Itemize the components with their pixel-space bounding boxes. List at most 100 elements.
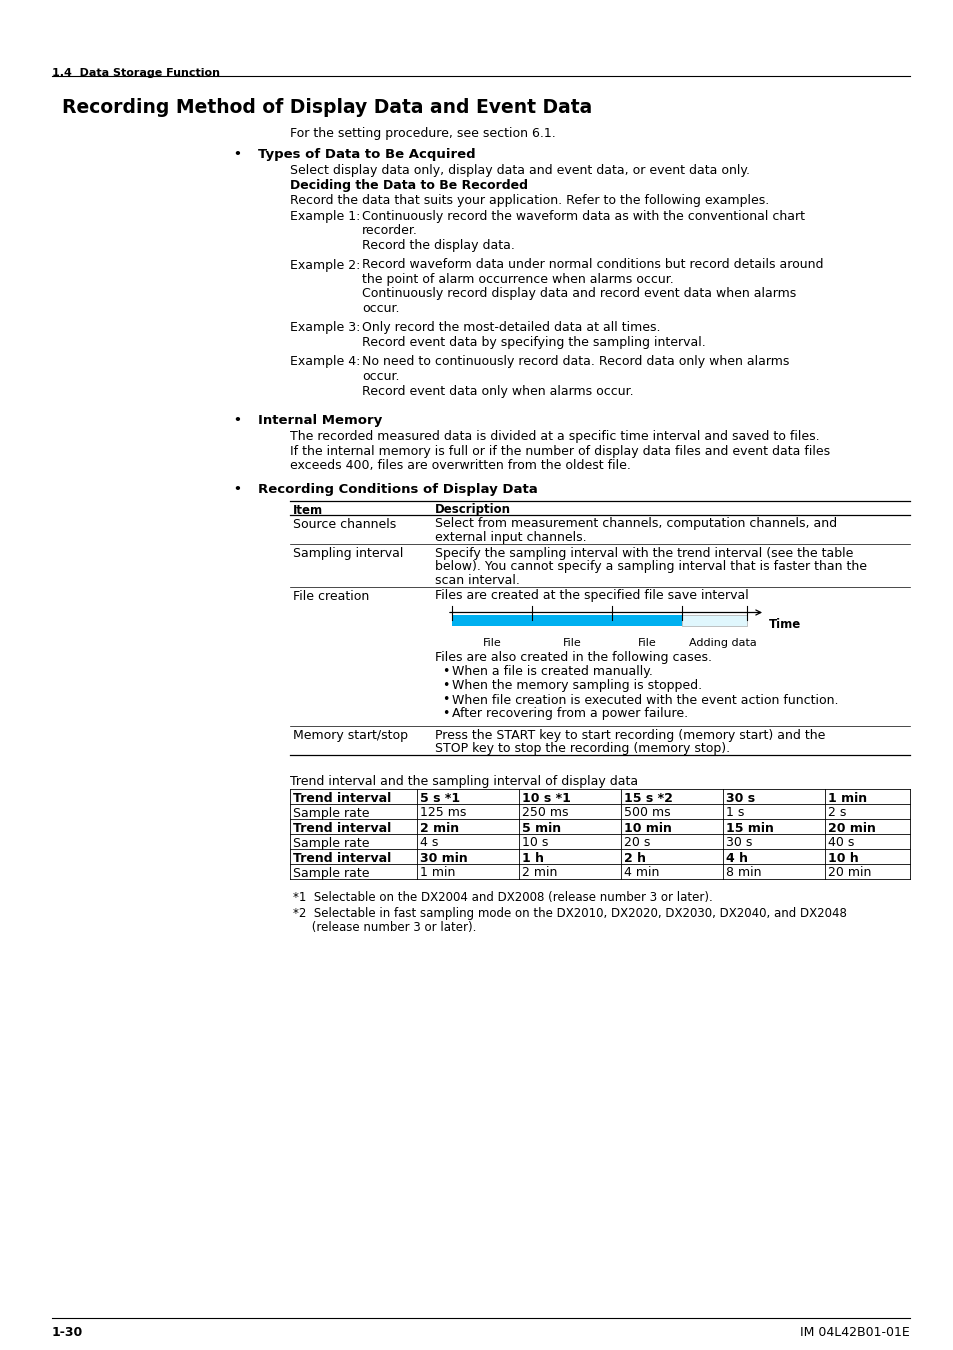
Text: Only record the most-detailed data at all times.: Only record the most-detailed data at al… xyxy=(361,321,659,335)
Text: •: • xyxy=(441,666,449,679)
Text: Specify the sampling interval with the trend interval (see the table: Specify the sampling interval with the t… xyxy=(435,547,853,559)
Text: Continuously record the waveform data as with the conventional chart: Continuously record the waveform data as… xyxy=(361,211,804,223)
Text: Recording Method of Display Data and Event Data: Recording Method of Display Data and Eve… xyxy=(62,99,592,117)
Text: 1.4  Data Storage Function: 1.4 Data Storage Function xyxy=(52,68,220,78)
Text: For the setting procedure, see section 6.1.: For the setting procedure, see section 6… xyxy=(290,127,556,140)
Text: 1 min: 1 min xyxy=(827,791,866,805)
Text: Example 1:: Example 1: xyxy=(290,211,368,223)
Text: 10 h: 10 h xyxy=(827,852,858,864)
Text: 20 min: 20 min xyxy=(827,822,875,834)
Text: 30 s: 30 s xyxy=(725,791,755,805)
Text: •: • xyxy=(441,707,449,721)
Text: 5 min: 5 min xyxy=(521,822,560,834)
Text: Sample rate: Sample rate xyxy=(293,837,369,849)
Text: 1 h: 1 h xyxy=(521,852,543,864)
Text: No need to continuously record data. Record data only when alarms: No need to continuously record data. Rec… xyxy=(361,355,788,369)
Text: File: File xyxy=(637,637,656,648)
Text: Item: Item xyxy=(293,504,323,517)
Text: Deciding the Data to Be Recorded: Deciding the Data to Be Recorded xyxy=(290,180,527,192)
Text: Sample rate: Sample rate xyxy=(293,806,369,819)
Text: 2 h: 2 h xyxy=(623,852,645,864)
Text: 8 min: 8 min xyxy=(725,867,760,879)
Text: Source channels: Source channels xyxy=(293,517,395,531)
Text: 500 ms: 500 ms xyxy=(623,806,670,819)
Text: Files are created at the specified file save interval: Files are created at the specified file … xyxy=(435,590,748,602)
Text: Record event data only when alarms occur.: Record event data only when alarms occur… xyxy=(361,385,633,397)
Text: Example 4:: Example 4: xyxy=(290,355,368,369)
Text: When file creation is executed with the event action function.: When file creation is executed with the … xyxy=(452,694,838,706)
Text: occur.: occur. xyxy=(361,302,399,315)
Text: File: File xyxy=(562,637,580,648)
Text: Trend interval: Trend interval xyxy=(293,852,391,864)
Text: 250 ms: 250 ms xyxy=(521,806,568,819)
Text: 30 s: 30 s xyxy=(725,837,752,849)
Text: 40 s: 40 s xyxy=(827,837,854,849)
Text: Types of Data to Be Acquired: Types of Data to Be Acquired xyxy=(257,148,476,161)
Text: Sample rate: Sample rate xyxy=(293,867,369,879)
Text: Press the START key to start recording (memory start) and the: Press the START key to start recording (… xyxy=(435,729,824,741)
Text: Example 2:: Example 2: xyxy=(290,258,368,271)
Text: Files are also created in the following cases.: Files are also created in the following … xyxy=(435,652,711,664)
Text: If the internal memory is full or if the number of display data files and event : If the internal memory is full or if the… xyxy=(290,444,829,458)
Text: Internal Memory: Internal Memory xyxy=(257,414,382,427)
Text: Record the data that suits your application. Refer to the following examples.: Record the data that suits your applicat… xyxy=(290,194,768,207)
Text: Description: Description xyxy=(435,504,511,517)
Text: external input channels.: external input channels. xyxy=(435,531,586,544)
Text: the point of alarm occurrence when alarms occur.: the point of alarm occurrence when alarm… xyxy=(361,273,673,286)
Text: scan interval.: scan interval. xyxy=(435,574,519,586)
Text: 10 s: 10 s xyxy=(521,837,548,849)
Text: *2  Selectable in fast sampling mode on the DX2010, DX2020, DX2030, DX2040, and : *2 Selectable in fast sampling mode on t… xyxy=(293,906,846,919)
Text: •: • xyxy=(233,414,240,427)
Text: •: • xyxy=(441,694,449,706)
Text: 2 min: 2 min xyxy=(419,822,458,834)
Text: 2 s: 2 s xyxy=(827,806,845,819)
Bar xyxy=(612,614,681,625)
FancyArrowPatch shape xyxy=(449,610,760,616)
Text: Trend interval: Trend interval xyxy=(293,791,391,805)
Text: The recorded measured data is divided at a specific time interval and saved to f: The recorded measured data is divided at… xyxy=(290,431,819,443)
Text: 30 min: 30 min xyxy=(419,852,467,864)
Text: 15 min: 15 min xyxy=(725,822,773,834)
Text: 4 h: 4 h xyxy=(725,852,747,864)
Text: 20 min: 20 min xyxy=(827,867,870,879)
Text: Trend interval and the sampling interval of display data: Trend interval and the sampling interval… xyxy=(290,775,638,787)
Text: Select display data only, display data and event data, or event data only.: Select display data only, display data a… xyxy=(290,163,749,177)
Text: 1-30: 1-30 xyxy=(52,1326,83,1339)
Text: (release number 3 or later).: (release number 3 or later). xyxy=(293,922,476,934)
Text: Select from measurement channels, computation channels, and: Select from measurement channels, comput… xyxy=(435,517,836,531)
Bar xyxy=(681,614,746,625)
Text: *1  Selectable on the DX2004 and DX2008 (release number 3 or later).: *1 Selectable on the DX2004 and DX2008 (… xyxy=(293,891,712,904)
Text: 2 min: 2 min xyxy=(521,867,557,879)
Text: Record waveform data under normal conditions but record details around: Record waveform data under normal condit… xyxy=(361,258,822,271)
Text: Record event data by specifying the sampling interval.: Record event data by specifying the samp… xyxy=(361,336,705,350)
Text: occur.: occur. xyxy=(361,370,399,383)
Text: Record the display data.: Record the display data. xyxy=(361,239,515,252)
Text: Sampling interval: Sampling interval xyxy=(293,547,403,559)
Text: After recovering from a power failure.: After recovering from a power failure. xyxy=(452,707,687,721)
Text: STOP key to stop the recording (memory stop).: STOP key to stop the recording (memory s… xyxy=(435,743,729,755)
Text: 4 s: 4 s xyxy=(419,837,438,849)
Text: When a file is created manually.: When a file is created manually. xyxy=(452,666,652,679)
Text: Trend interval: Trend interval xyxy=(293,822,391,834)
Text: recorder.: recorder. xyxy=(361,224,417,238)
Text: •: • xyxy=(233,483,240,497)
Text: Time: Time xyxy=(768,617,801,630)
Text: Recording Conditions of Display Data: Recording Conditions of Display Data xyxy=(257,483,537,497)
Text: 1 min: 1 min xyxy=(419,867,455,879)
Text: exceeds 400, files are overwritten from the oldest file.: exceeds 400, files are overwritten from … xyxy=(290,459,630,472)
Text: Memory start/stop: Memory start/stop xyxy=(293,729,408,741)
Text: 10 s *1: 10 s *1 xyxy=(521,791,570,805)
Bar xyxy=(452,614,532,625)
Text: When the memory sampling is stopped.: When the memory sampling is stopped. xyxy=(452,679,701,693)
Text: File creation: File creation xyxy=(293,590,369,602)
Text: •: • xyxy=(233,148,240,161)
Text: 5 s *1: 5 s *1 xyxy=(419,791,459,805)
Text: 125 ms: 125 ms xyxy=(419,806,466,819)
Text: 15 s *2: 15 s *2 xyxy=(623,791,672,805)
Text: 10 min: 10 min xyxy=(623,822,671,834)
Text: •: • xyxy=(441,679,449,693)
Text: Continuously record display data and record event data when alarms: Continuously record display data and rec… xyxy=(361,288,796,301)
Bar xyxy=(532,614,612,625)
Text: below). You cannot specify a sampling interval that is faster than the: below). You cannot specify a sampling in… xyxy=(435,560,866,572)
Text: IM 04L42B01-01E: IM 04L42B01-01E xyxy=(800,1326,909,1339)
